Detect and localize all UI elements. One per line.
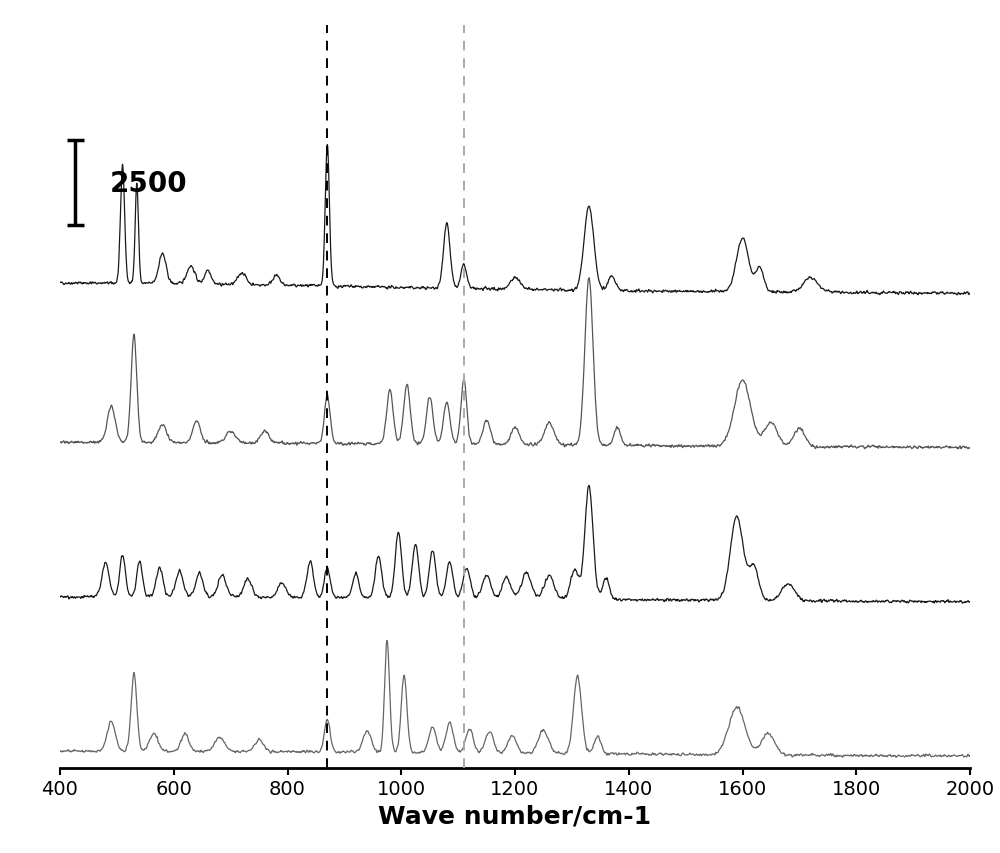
- X-axis label: Wave number/cm-1: Wave number/cm-1: [378, 804, 652, 828]
- Text: 2500: 2500: [109, 170, 187, 197]
